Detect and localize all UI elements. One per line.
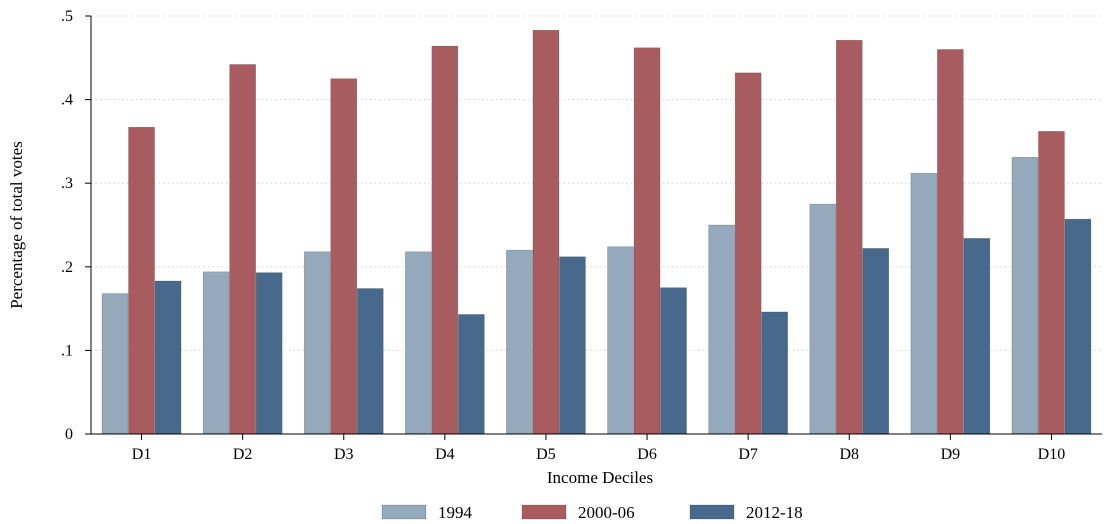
legend-swatch-2012-18 — [689, 504, 735, 520]
bar-2000-06-D8 — [835, 39, 863, 435]
x-tick-label: D1 — [132, 446, 152, 463]
legend-label-2000-06: 2000-06 — [578, 503, 635, 522]
y-tick-label: 0 — [65, 426, 73, 443]
axes: 0 .1 .2 .3 .4 .5 D1 D2 D3 D4 D5 D6 D7 D8 D9 D10 — [61, 8, 1102, 463]
bar-2000-06-D9 — [937, 49, 964, 435]
y-tick-label: .1 — [61, 342, 73, 359]
legend-label-2012-18: 2012-18 — [746, 503, 803, 522]
x-tick-label: D10 — [1038, 446, 1066, 463]
bar-2000-06-D3 — [330, 78, 358, 435]
bar-1994-D5 — [506, 249, 533, 435]
x-tick-label: D4 — [435, 446, 455, 463]
bar-2000-06-D4 — [431, 45, 459, 435]
bar-2012-18-D9 — [963, 238, 991, 435]
y-tick-label: .3 — [61, 175, 73, 192]
bar-1994-D3 — [303, 251, 331, 435]
bar-2012-18-D2 — [255, 272, 283, 435]
x-tick-label: D8 — [839, 446, 859, 463]
bar-1994-D2 — [202, 271, 230, 435]
y-tick-label: .2 — [61, 259, 73, 276]
bar-1994-D8 — [809, 203, 837, 435]
bar-2012-18-D7 — [761, 311, 788, 435]
x-tick-label: D3 — [334, 446, 354, 463]
y-tick-label: .4 — [61, 92, 73, 109]
bar-1994-D10 — [1011, 156, 1039, 435]
x-tick-label: D5 — [536, 446, 556, 463]
y-axis-title: Percentage of total votes — [7, 141, 26, 309]
bar-1994-D6 — [607, 246, 634, 435]
x-axis-title: Income Deciles — [547, 468, 653, 487]
bar-2012-18-D5 — [559, 256, 586, 435]
bar-2000-06-D6 — [633, 47, 661, 435]
bar-2000-06-D10 — [1038, 131, 1065, 435]
legend: 1994 2000-06 2012-18 — [381, 503, 803, 522]
legend-label-1994: 1994 — [438, 503, 473, 522]
legend-swatch-2000-06 — [521, 504, 567, 520]
x-tick-label: D2 — [233, 446, 253, 463]
bar-2012-18-D3 — [356, 288, 384, 435]
bars — [101, 29, 1092, 435]
bar-1994-D4 — [405, 251, 432, 435]
legend-swatch-1994 — [381, 504, 427, 520]
bar-2012-18-D8 — [862, 248, 890, 435]
bar-2000-06-D1 — [128, 126, 155, 435]
bar-2012-18-D10 — [1064, 218, 1092, 435]
bar-2000-06-D7 — [734, 72, 762, 435]
bar-1994-D1 — [101, 293, 129, 435]
bar-2012-18-D4 — [458, 314, 485, 435]
x-tick-label: D7 — [738, 446, 758, 463]
bar-1994-D7 — [708, 224, 735, 435]
bar-2000-06-D5 — [532, 29, 560, 435]
x-tick-label: D9 — [941, 446, 961, 463]
bar-1994-D9 — [910, 172, 938, 435]
y-tick-label: .5 — [61, 8, 73, 25]
bar-2012-18-D1 — [154, 280, 182, 435]
bar-2012-18-D6 — [660, 287, 687, 435]
bar-2000-06-D2 — [229, 64, 256, 435]
x-tick-label: D6 — [637, 446, 657, 463]
